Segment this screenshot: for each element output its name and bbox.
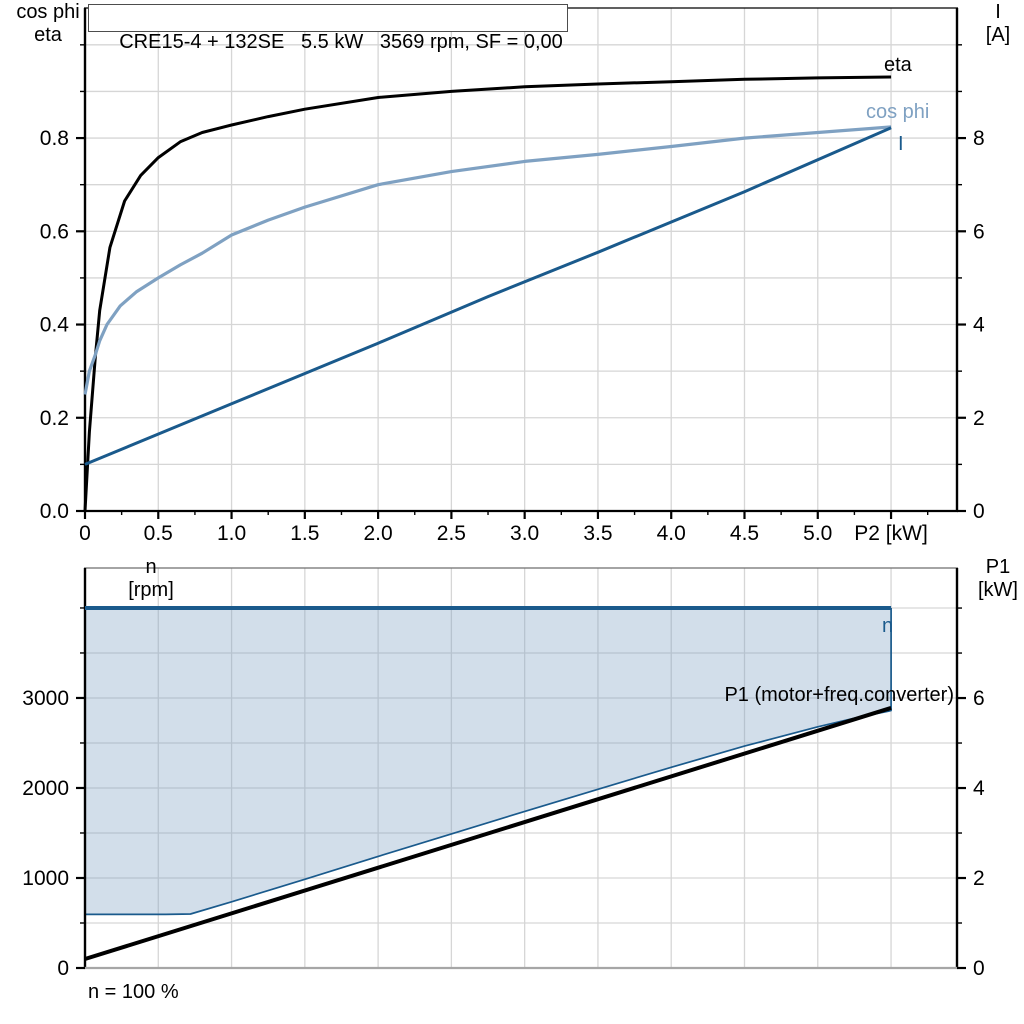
axis-label-amps-unit: [A] (985, 24, 1011, 46)
top-chart-left-axis-title: cos phi eta (10, 1, 86, 47)
tick-label: 6 (973, 220, 985, 243)
series-eta (83, 75, 892, 512)
tick-label: 1000 (22, 867, 69, 890)
chart-title: CRE15-4 + 132SE 5.5 kW 3569 rpm, SF = 0,… (119, 31, 563, 53)
tick-label: 8 (973, 127, 985, 150)
axis-label-P1: P1 (985, 556, 1011, 578)
speed-curve-label: n (882, 615, 894, 637)
tick-label: 0 (57, 957, 69, 980)
tick-label: 0.5 (144, 522, 173, 545)
tick-label: 2 (973, 407, 985, 430)
tick-label: 5.0 (803, 522, 832, 545)
x-axis-unit-label: P2 [kW] (854, 522, 928, 545)
bottom-chart-right-axis-title: P1 [kW] (970, 556, 1024, 602)
speed-operating-range (85, 608, 892, 915)
tick-label: 2.5 (437, 522, 466, 545)
series-current (84, 126, 892, 466)
tick-label: 2 (973, 867, 985, 890)
bottom-chart-left-axis-title: n [rpm] (118, 556, 184, 602)
tick-label: 4 (973, 777, 985, 800)
cos-phi-curve-label: cos phi (866, 101, 930, 123)
tick-label: 0.4 (40, 314, 70, 337)
tick-label: 3.0 (510, 522, 539, 545)
tick-label: 4.0 (657, 522, 686, 545)
tick-label: 3000 (22, 687, 69, 710)
eta-curve-label: eta (884, 54, 912, 76)
tick-label: 0 (973, 957, 985, 980)
tick-label: 0.0 (40, 500, 69, 523)
tick-label: 0.6 (40, 220, 69, 243)
chart-title-box: CRE15-4 + 132SE 5.5 kW 3569 rpm, SF = 0,… (88, 4, 568, 53)
series-p1-input-power (84, 705, 892, 961)
tick-label: 0.2 (40, 407, 69, 430)
series-cos-phi (83, 125, 892, 395)
speed-percentage-note: n = 100 % (88, 981, 179, 1003)
tick-label: 1.5 (290, 522, 319, 545)
p1-curve-label: P1 (motor+freq.converter) (724, 684, 954, 706)
tick-label: 0.8 (40, 127, 69, 150)
tick-label: 0 (973, 500, 985, 523)
axis-label-kw-unit: [kW] (978, 579, 1018, 601)
tick-label: 6 (973, 687, 985, 710)
tick-label: 0 (79, 522, 91, 545)
tick-label: 4 (973, 314, 985, 337)
axis-label-rpm-unit: [rpm] (128, 579, 174, 601)
tick-label: 2.0 (364, 522, 393, 545)
top-chart-right-axis-title: I [A] (972, 1, 1024, 47)
axis-label-n: n (145, 556, 157, 578)
tick-label: 4.5 (730, 522, 759, 545)
tick-label: 3.5 (583, 522, 612, 545)
axis-label-eta: eta (34, 24, 62, 46)
tick-label: 2000 (22, 777, 69, 800)
tick-label: 1.0 (217, 522, 246, 545)
current-curve-label: I (898, 133, 904, 155)
axis-label-I: I (995, 1, 1001, 23)
axis-label-cos-phi: cos phi (16, 1, 80, 23)
